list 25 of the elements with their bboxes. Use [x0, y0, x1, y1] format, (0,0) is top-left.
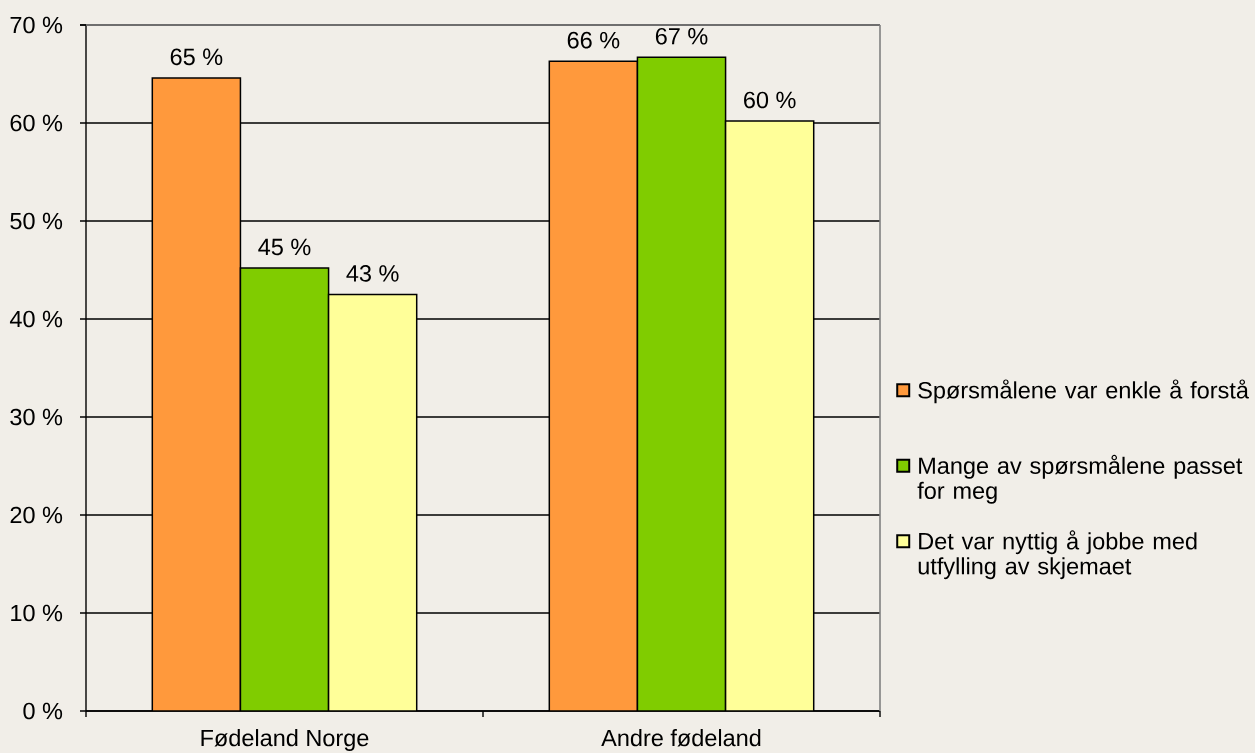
bar: [151, 77, 242, 711]
legend-label: Mange av spørsmålene passet for meg: [917, 454, 1243, 504]
y-tick-label: 40 %: [9, 310, 63, 328]
legend-label: Det var nyttig å jobbe med utfylling av skjemaet: [918, 530, 1197, 580]
x-tick-label: Andre fødeland: [601, 729, 761, 747]
y-tick-label: 60 %: [10, 114, 63, 132]
data-label: 45 %: [258, 238, 311, 256]
y-tick-label: 0 %: [23, 702, 63, 720]
data-label: 66 %: [567, 31, 620, 49]
data-label: 43 %: [346, 265, 399, 282]
data-label: 60 %: [744, 91, 796, 109]
y-tick-label: 30 %: [10, 408, 63, 426]
y-tick-label: 50 %: [10, 212, 63, 230]
bar: [724, 120, 815, 711]
y-tick-label: 10 %: [11, 604, 63, 622]
data-label: 67 %: [655, 27, 708, 45]
y-tick-label: 70 %: [10, 16, 63, 34]
x-tick-label: Fødeland Norge: [201, 729, 369, 751]
y-tick-label: 20 %: [10, 506, 63, 524]
legend-label: Spørsmålene var enkle å forstå: [918, 379, 1249, 404]
bar: [239, 267, 330, 711]
data-label: 65 %: [170, 48, 223, 66]
bar: [636, 56, 727, 711]
bar: [548, 60, 639, 711]
bar: [327, 293, 418, 711]
